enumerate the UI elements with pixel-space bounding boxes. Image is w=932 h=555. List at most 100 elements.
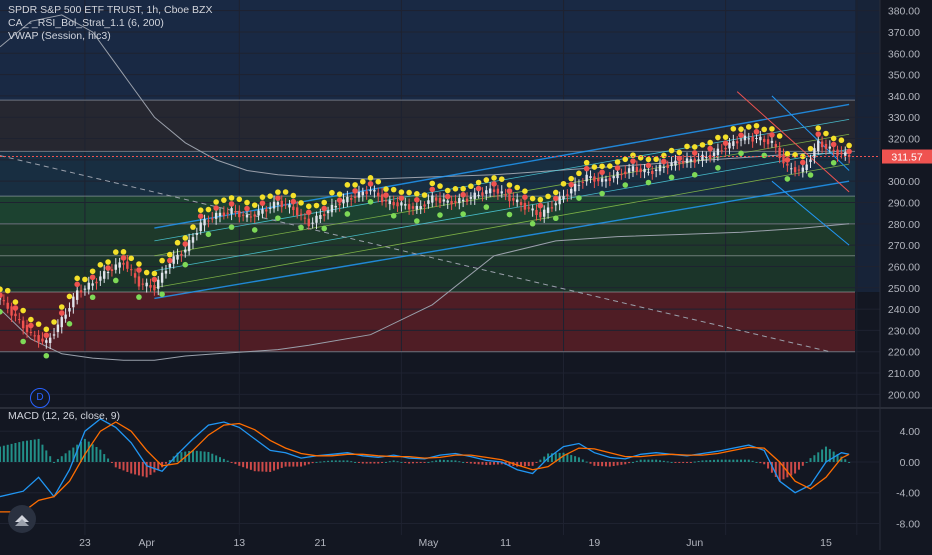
macd-histogram-bar <box>493 461 496 465</box>
candle-body <box>280 200 283 208</box>
rsi-marker-red <box>722 140 729 146</box>
dividend-badge[interactable]: D <box>30 388 50 408</box>
macd-histogram-bar <box>543 456 546 462</box>
rsi-marker-yellow <box>0 286 3 293</box>
candle-body <box>790 168 793 170</box>
candle-body <box>241 214 245 216</box>
rsi-marker-yellow <box>437 183 443 189</box>
rsi-marker-yellow <box>205 206 212 213</box>
macd-histogram-bar <box>709 460 712 462</box>
candle-body <box>840 152 843 155</box>
candle-body <box>404 204 407 206</box>
rsi-marker-yellow <box>344 182 351 188</box>
rsi-marker-yellow <box>637 154 644 161</box>
candle-body <box>496 188 500 194</box>
candle-body <box>56 324 60 333</box>
macd-histogram-bar <box>327 460 330 462</box>
macd-histogram-bar <box>577 457 580 462</box>
macd-histogram-bar <box>442 459 445 462</box>
candle-body <box>817 140 820 152</box>
y-tick-label: 300.00 <box>888 176 920 188</box>
rsi-marker-yellow <box>329 189 335 196</box>
rsi-marker-yellow <box>552 189 559 196</box>
rsi-marker-yellow <box>800 153 806 160</box>
candle-body <box>10 306 13 316</box>
rsi-marker-red <box>676 155 683 162</box>
macd-histogram-bar <box>462 461 465 463</box>
macd-histogram-bar <box>37 438 40 462</box>
indicator-legend-vwap[interactable]: VWAP (Session, hlc3) <box>8 30 111 42</box>
candle-body <box>654 169 658 172</box>
candle-body <box>79 290 83 293</box>
rsi-marker-yellow <box>776 133 783 139</box>
tradingview-logo-icon[interactable] <box>8 505 36 533</box>
rsi-marker-red <box>429 186 436 193</box>
candle-body <box>126 261 129 269</box>
macd-histogram-bar <box>161 461 164 468</box>
rsi-marker-yellow <box>267 193 273 199</box>
candle-body <box>782 154 785 164</box>
macd-legend[interactable]: MACD (12, 26, close, 9) <box>8 410 121 422</box>
x-tick-label: 23 <box>79 537 91 549</box>
candle-body <box>18 319 21 321</box>
rsi-marker-yellow <box>105 259 111 265</box>
macd-histogram-bar <box>848 461 851 463</box>
candle-body <box>191 237 195 243</box>
macd-histogram-bar <box>628 461 631 464</box>
candle-body <box>550 207 554 209</box>
candle-body <box>465 198 469 202</box>
rsi-marker-red <box>599 169 605 176</box>
price-zone <box>0 151 855 197</box>
candle-body <box>21 320 25 329</box>
macd-histogram-bar <box>535 461 538 463</box>
macd-histogram-bar <box>68 450 71 462</box>
macd-histogram-bar <box>686 461 689 463</box>
rsi-marker-yellow <box>599 163 605 170</box>
candle-body <box>481 192 484 196</box>
x-tick-label: Jun <box>686 537 703 549</box>
candle-body <box>265 209 268 212</box>
candle-body <box>137 276 141 287</box>
candle-body <box>755 137 758 139</box>
macd-histogram-bar <box>377 461 380 464</box>
macd-histogram-bar <box>794 461 797 474</box>
macd-histogram-bar <box>373 461 376 464</box>
rsi-marker-yellow <box>452 186 459 192</box>
candle-body <box>801 167 805 172</box>
candle-body <box>330 204 334 213</box>
rsi-marker-yellow <box>815 125 822 131</box>
indicator-legend-rsi-bol[interactable]: CA_-_RSI_Bol_Strat_1.1 (6, 200) <box>8 17 164 29</box>
rsi-marker-green <box>321 225 328 232</box>
candle-body <box>674 160 677 166</box>
rsi-marker-green <box>228 224 235 230</box>
regression-channel-line <box>154 148 850 272</box>
rsi-marker-red <box>552 195 559 202</box>
macd-y-tick-label: -4.00 <box>896 488 920 500</box>
macd-histogram-bar <box>485 461 488 466</box>
candle-body <box>593 176 596 182</box>
rsi-marker-yellow <box>645 156 652 163</box>
candle-body <box>666 164 669 168</box>
macd-histogram-bar <box>319 461 322 463</box>
rsi-marker-yellow <box>460 185 466 192</box>
macd-histogram-bar <box>790 461 793 476</box>
macd-histogram-bar <box>682 461 685 463</box>
candle-body <box>600 178 604 182</box>
macd-histogram-bar <box>624 461 627 465</box>
candle-body <box>820 141 824 148</box>
rsi-marker-yellow <box>483 177 490 183</box>
y-tick-label: 280.00 <box>888 219 920 231</box>
rsi-marker-yellow <box>630 152 636 158</box>
macd-histogram-bar <box>516 461 519 467</box>
macd-histogram-bar <box>454 460 457 462</box>
macd-histogram-bar <box>207 451 210 462</box>
macd-histogram-bar <box>396 461 399 463</box>
rsi-marker-red <box>367 181 374 187</box>
rsi-marker-red <box>707 145 713 152</box>
vwap-upper-band <box>0 14 850 180</box>
red-diagonal-line <box>736 91 850 193</box>
candle-body <box>454 201 457 203</box>
macd-histogram-bar <box>601 461 604 467</box>
